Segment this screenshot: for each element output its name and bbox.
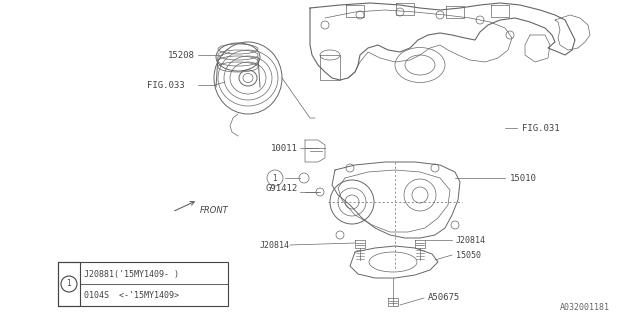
Bar — [58, 262, 228, 306]
Text: 15208: 15208 — [168, 51, 195, 60]
Text: J20814: J20814 — [260, 241, 290, 250]
Text: 1: 1 — [67, 279, 72, 289]
Text: 15010: 15010 — [510, 173, 537, 182]
Text: 15050: 15050 — [456, 251, 481, 260]
Text: FRONT: FRONT — [200, 205, 228, 214]
Text: 10011: 10011 — [271, 143, 298, 153]
Text: A50675: A50675 — [428, 293, 460, 302]
Text: FIG.031: FIG.031 — [522, 124, 559, 132]
Text: G91412: G91412 — [266, 183, 298, 193]
Text: A032001181: A032001181 — [560, 303, 610, 312]
Text: J20881('15MY1409- ): J20881('15MY1409- ) — [84, 270, 179, 279]
Text: J20814: J20814 — [456, 236, 486, 244]
Text: 1: 1 — [273, 173, 277, 182]
Text: 0104S  <-'15MY1409>: 0104S <-'15MY1409> — [84, 291, 179, 300]
Bar — [58, 262, 80, 306]
Text: FIG.033: FIG.033 — [147, 81, 185, 90]
